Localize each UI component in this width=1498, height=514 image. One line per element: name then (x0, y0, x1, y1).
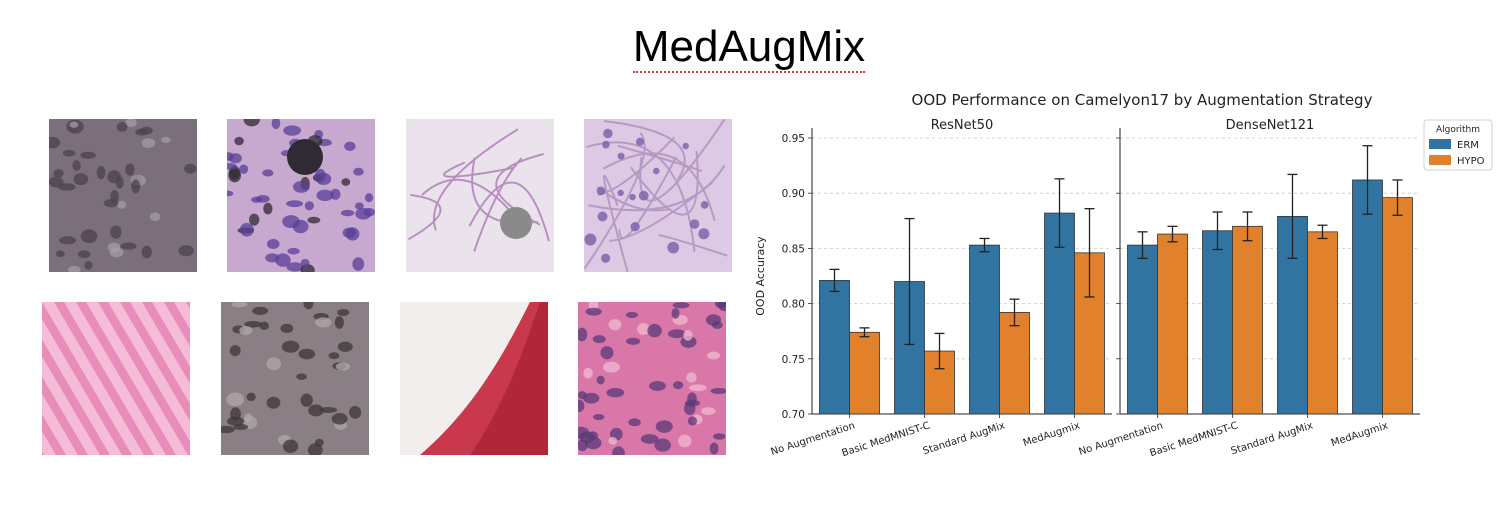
bar-hypo (849, 331, 880, 415)
y-tick-label: 0.75 (782, 354, 805, 366)
bar-hypo (1307, 231, 1338, 415)
slide-title: MedAugMix (632, 22, 866, 73)
tissue-patch-4 (584, 119, 732, 272)
chart-area: OOD Performance on Camelyon17 by Augment… (745, 82, 1498, 514)
bar-erm (1202, 230, 1233, 415)
bar-hypo (1382, 197, 1413, 415)
tissue-patch-3 (406, 119, 554, 272)
legend-swatch-erm (1429, 139, 1451, 149)
y-tick-label: 0.85 (782, 243, 805, 255)
y-tick-label: 0.70 (782, 409, 805, 421)
x-tick-label: Standard AugMix (1230, 420, 1315, 457)
chart-title: OOD Performance on Camelyon17 by Augment… (912, 91, 1373, 109)
y-tick-label: 0.90 (782, 188, 805, 200)
legend-title: Algorithm (1436, 125, 1480, 135)
y-tick-label: 0.80 (782, 299, 805, 311)
tissue-patch-2 (227, 119, 375, 272)
x-tick-label: MedAugmix (1330, 420, 1390, 449)
y-axis-label: OOD Accuracy (754, 236, 767, 316)
chart-canvas: OOD Performance on Camelyon17 by Augment… (754, 91, 1493, 459)
bar-erm (1127, 244, 1158, 415)
bar-erm (1352, 179, 1383, 415)
tissue-patch-6 (221, 302, 369, 455)
legend-entry-erm: ERM (1457, 140, 1479, 151)
bar-hypo (1232, 225, 1263, 415)
tissue-patch-7 (400, 302, 548, 455)
bar-hypo (1157, 233, 1188, 415)
legend-entry-hypo: HYPO (1457, 156, 1485, 167)
x-tick-label: MedAugmix (1022, 420, 1082, 449)
panel-title: ResNet50 (931, 118, 994, 133)
tissue-patch-1 (49, 119, 197, 272)
legend: Algorithm ERM HYPO (1423, 119, 1493, 171)
legend-swatch-hypo (1429, 155, 1451, 165)
bar-erm (969, 244, 1000, 415)
x-tick-label: Standard AugMix (922, 420, 1007, 457)
bar-hypo (999, 312, 1030, 415)
tissue-patch-5 (42, 302, 190, 455)
panel-title: DenseNet121 (1226, 118, 1315, 133)
bar-erm (819, 280, 850, 415)
y-tick-label: 0.95 (782, 133, 805, 145)
tissue-patch-8 (578, 302, 726, 455)
